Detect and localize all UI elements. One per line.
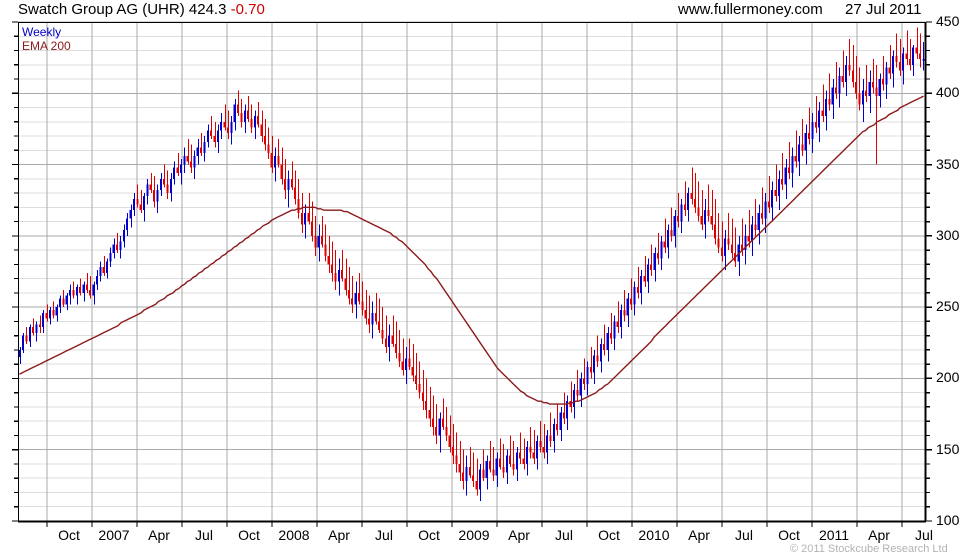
x-axis-tick-label: Apr xyxy=(148,527,170,543)
page-title: Swatch Group AG (UHR) 424.3 -0.70 xyxy=(18,1,265,19)
x-grid xyxy=(46,22,903,521)
ema-200-overlay xyxy=(19,95,924,405)
x-axis-tick-label: Apr xyxy=(508,527,530,543)
x-axis-tick-label: Jul xyxy=(375,527,393,543)
x-axis-tick-label: 2007 xyxy=(98,527,130,543)
y-axis-tick-label: 200 xyxy=(936,369,960,386)
x-axis-tick-label: Apr xyxy=(868,527,890,543)
price-change-label: -0.70 xyxy=(230,1,265,18)
y-axis-tick-label: 100 xyxy=(936,512,960,528)
axis-ticks xyxy=(12,21,932,527)
x-axis-tick-label: 2010 xyxy=(638,527,670,543)
x-axis-tick-label: 2009 xyxy=(458,527,490,543)
x-axis-tick-label: Jul xyxy=(915,527,933,543)
y-grid-minor xyxy=(18,35,925,508)
x-axis-tick-label: 2008 xyxy=(278,527,310,543)
quote-date-label: 27 Jul 2011 xyxy=(845,1,922,18)
y-axis-tick-label: 400 xyxy=(936,84,960,101)
x-axis-tick-label: Jul xyxy=(555,527,573,543)
y-grid-major xyxy=(18,21,925,451)
x-axis-tick-label: Apr xyxy=(688,527,710,543)
instrument-label: Swatch Group AG (UHR) 424.3 xyxy=(18,1,227,18)
x-axis-tick-label: Oct xyxy=(778,527,800,543)
chart-header: Swatch Group AG (UHR) 424.3 -0.70 www.fu… xyxy=(0,0,980,22)
y-axis-tick-label: 150 xyxy=(936,440,960,457)
y-axis-tick-label: 450 xyxy=(936,13,960,29)
x-axis-tick-label: Jul xyxy=(195,527,213,543)
x-axis-tick-label: Jul xyxy=(735,527,753,543)
x-axis-tick-label: Oct xyxy=(598,527,620,543)
x-axis-tick-label: Oct xyxy=(418,527,440,543)
copyright-notice: © 2011 Stockcube Research Ltd xyxy=(790,543,948,555)
candlestick-series xyxy=(18,27,925,502)
source-website-label: www.fullermoney.com xyxy=(678,1,823,18)
y-axis-tick-label: 350 xyxy=(936,155,960,172)
x-axis-tick-label: Oct xyxy=(238,527,260,543)
y-axis-tick-label: 300 xyxy=(936,226,960,243)
chart-axes xyxy=(17,21,927,523)
x-axis-tick-label: Oct xyxy=(58,527,80,543)
x-axis-tick-label: 2011 xyxy=(818,527,850,543)
x-axis-tick-label: Apr xyxy=(328,527,350,543)
y-axis-tick-label: 250 xyxy=(936,298,960,315)
